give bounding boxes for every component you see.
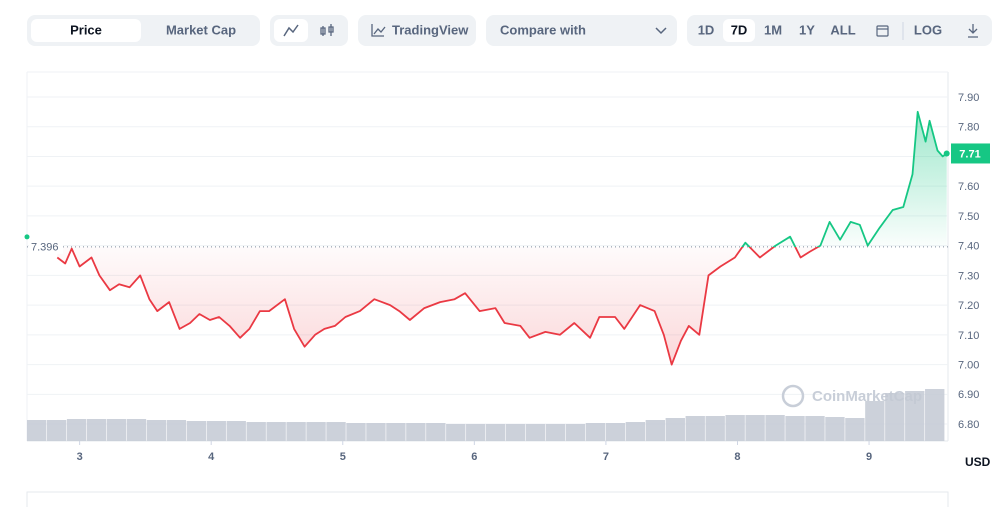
volume-bar: [765, 415, 785, 441]
volume-bar: [286, 422, 306, 441]
y-tick-label: 7.30: [958, 270, 979, 282]
volume-bar: [565, 424, 586, 441]
volume-bar: [705, 416, 725, 441]
tab[interactable]: Price: [70, 22, 102, 37]
line-icon: [283, 24, 299, 37]
y-tick-label: 7.10: [958, 330, 979, 342]
volume-bar: [645, 420, 666, 441]
last-point: [943, 150, 950, 157]
range-button[interactable]: 1M: [764, 22, 782, 37]
compare-label: Compare with: [500, 22, 586, 37]
volume-bar: [86, 419, 107, 441]
x-tick-label: 8: [734, 451, 740, 463]
volume-bar: [525, 424, 546, 441]
baseline-marker: [24, 234, 30, 240]
y-tick-label: 7.50: [958, 211, 979, 223]
compare-select[interactable]: [486, 15, 677, 46]
volume-bar: [745, 415, 765, 441]
volume-bar: [206, 421, 226, 441]
x-tick-label: 3: [77, 451, 83, 463]
volume-bar: [386, 423, 406, 441]
volume-bar: [486, 424, 506, 441]
range-button[interactable]: 1Y: [799, 22, 815, 37]
tradingview-button[interactable]: [358, 15, 476, 46]
active-tab: [31, 19, 141, 42]
navigator: [26, 491, 949, 507]
volume-bar: [126, 419, 147, 441]
chevron: [655, 27, 667, 35]
tv-icon: [371, 24, 386, 37]
volume-bar: [725, 415, 745, 441]
volume-bar: [585, 423, 606, 441]
volume-bar: [246, 422, 266, 441]
volume-bar: [346, 423, 366, 441]
volume-bar: [865, 401, 885, 441]
volume-bar: [466, 424, 486, 441]
volume-bar: [685, 416, 705, 441]
volume-bar: [406, 423, 426, 441]
last-price-badge: [951, 143, 990, 164]
y-tick-label: 7.20: [958, 300, 979, 312]
volume-bar: [146, 420, 167, 441]
download-icon[interactable]: [968, 24, 978, 38]
volume-bar: [266, 422, 286, 441]
volume-bar: [326, 422, 346, 441]
calendar-icon[interactable]: [876, 25, 889, 37]
watermark-logo: [781, 384, 805, 408]
volume-bar: [366, 423, 386, 441]
volume-bar: [27, 420, 47, 441]
volume-bar: [226, 421, 246, 441]
currency-label: USD: [965, 455, 991, 469]
volume-bar: [905, 391, 925, 441]
x-tick-label: 9: [866, 451, 872, 463]
volume-bar: [805, 416, 825, 441]
price-line: [56, 110, 948, 366]
active-range: [723, 19, 755, 42]
y-tick-label: 6.90: [958, 389, 979, 401]
volume-bar: [845, 418, 865, 441]
y-tick-label: 7.60: [958, 181, 979, 193]
volume-bar: [545, 424, 566, 441]
log-button[interactable]: LOG: [914, 22, 942, 37]
volume-bar: [625, 422, 646, 441]
range-group: [687, 15, 992, 46]
volume-bar: [426, 423, 446, 441]
x-tick-label: 6: [471, 451, 477, 463]
baseline-label-bg: [29, 239, 63, 254]
tradingview-label: TradingView: [392, 22, 469, 37]
volume-bar: [925, 389, 945, 441]
last-price-label: 7.71: [959, 148, 980, 160]
volume-bar: [66, 419, 87, 441]
volume-bar: [505, 424, 526, 441]
volume-bar: [186, 421, 207, 441]
y-tick-label: 7.00: [958, 359, 979, 371]
y-tick-label: 7.80: [958, 122, 979, 134]
baseline-label: 7.396: [31, 242, 59, 254]
y-tick-label: 6.80: [958, 419, 979, 431]
range-button[interactable]: 7D: [731, 22, 748, 37]
x-tick-label: 7: [603, 451, 609, 463]
x-tick-label: 4: [208, 451, 215, 463]
y-tick-label: 7.90: [958, 92, 979, 104]
volume-bar: [106, 419, 127, 441]
tab[interactable]: Market Cap: [166, 22, 236, 37]
volume-bar: [665, 418, 685, 441]
volume-bar: [46, 420, 67, 441]
volume-bar: [306, 422, 326, 441]
volume-bar: [605, 423, 626, 441]
volume-bar: [446, 424, 466, 441]
x-tick-label: 5: [340, 451, 346, 463]
candle-icon[interactable]: [320, 24, 334, 36]
price-area: [57, 111, 947, 365]
y-tick-label: 7.40: [958, 241, 979, 253]
volume-bar: [785, 416, 805, 441]
range-button[interactable]: 1D: [698, 22, 715, 37]
volume-bar: [885, 393, 905, 441]
volume-bar: [166, 420, 187, 441]
range-button[interactable]: ALL: [830, 22, 855, 37]
volume-bar: [825, 417, 845, 441]
